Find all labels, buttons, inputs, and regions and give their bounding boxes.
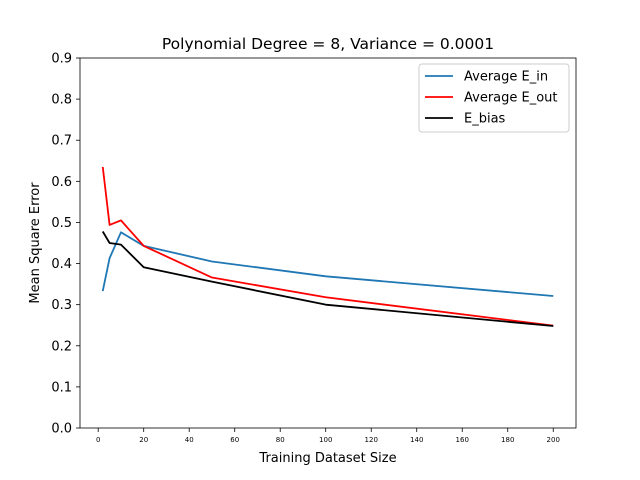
x-tick-label: 0	[96, 436, 100, 444]
y-tick-label: 0.6	[51, 175, 72, 190]
x-tick-label: 120	[365, 436, 378, 444]
y-axis: 0.0 0.1 0.2 0.3 0.4 0.5 0.6 0.7 0.8 0.9	[51, 52, 80, 437]
axes-frame	[79, 57, 577, 429]
y-tick-label: 0.7	[51, 134, 72, 149]
x-axis: 0 20 40 60 80 100 120 140 160 180 200	[96, 428, 560, 444]
y-tick-label: 0.8	[51, 93, 72, 108]
series-line-3	[101, 231, 554, 327]
y-tick-label: 0.0	[51, 422, 72, 437]
x-tick-label: 160	[456, 436, 469, 444]
x-tick-label: 140	[410, 436, 423, 444]
x-tick-label: 200	[547, 436, 560, 444]
series-lines	[101, 166, 554, 327]
series-line-2	[101, 166, 554, 327]
x-tick-label: 100	[319, 436, 332, 444]
x-tick-label: 40	[185, 436, 194, 444]
y-tick-label: 0.3	[51, 298, 72, 313]
chart-title: Polynomial Degree = 8, Variance = 0.0001	[162, 35, 494, 53]
legend-label-1: Average E_in	[464, 70, 548, 85]
y-tick-label: 0.1	[51, 380, 72, 395]
y-tick-label: 0.5	[51, 216, 72, 231]
x-tick-label: 80	[276, 436, 285, 444]
y-tick-label: 0.4	[51, 257, 72, 272]
legend-label-3: E_bias	[464, 112, 506, 127]
x-tick-label: 180	[501, 436, 514, 444]
legend-label-2: Average E_out	[464, 91, 558, 106]
y-tick-label: 0.9	[51, 52, 72, 67]
y-tick-label: 0.2	[51, 339, 72, 354]
legend: Average E_in Average E_out E_bias	[418, 63, 570, 133]
x-axis-label: Training Dataset Size	[258, 451, 396, 466]
legend-box	[418, 63, 570, 133]
x-tick-label: 20	[139, 436, 148, 444]
x-tick-label: 60	[230, 436, 239, 444]
y-axis-label: Mean Square Error	[28, 182, 43, 304]
